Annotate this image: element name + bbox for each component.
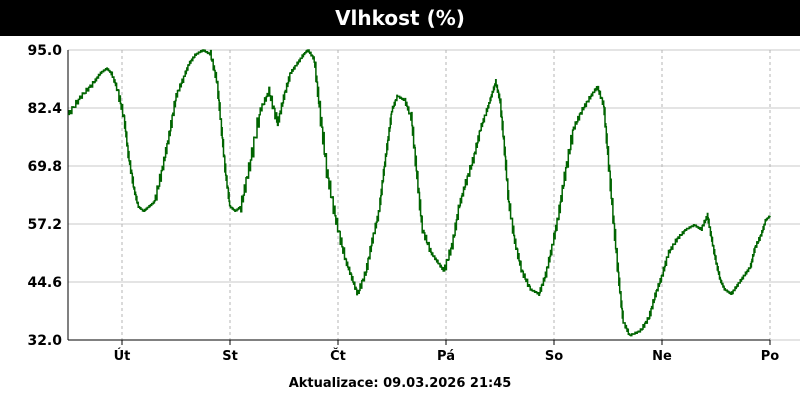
x-tick-label: Po bbox=[761, 349, 780, 364]
update-timestamp: Aktualizace: 09.03.2026 21:45 bbox=[0, 376, 800, 391]
update-value: 09.03.2026 21:45 bbox=[383, 376, 512, 391]
y-tick-label: 57.2 bbox=[27, 217, 62, 233]
y-tick-label: 95.0 bbox=[27, 43, 62, 59]
x-tick-label: Út bbox=[114, 348, 131, 364]
humidity-series-line bbox=[68, 49, 771, 337]
y-tick-label: 44.6 bbox=[27, 275, 62, 291]
chart-title: Vlhkost (%) bbox=[0, 0, 800, 36]
y-tick-label: 32.0 bbox=[27, 333, 62, 349]
x-tick-label: Ne bbox=[652, 349, 672, 364]
update-label: Aktualizace: bbox=[288, 376, 379, 391]
humidity-chart: 95.0 82.4 69.8 57.2 44.6 32.0 Út St Čt Pá So Ne Po bbox=[27, 43, 800, 364]
y-tick-label: 82.4 bbox=[27, 101, 62, 117]
x-tick-label: Čt bbox=[330, 348, 346, 364]
x-tick-label: So bbox=[545, 349, 563, 364]
x-tick-label: Pá bbox=[437, 349, 455, 364]
x-tick-label: St bbox=[222, 349, 238, 364]
y-tick-label: 69.8 bbox=[27, 159, 62, 175]
